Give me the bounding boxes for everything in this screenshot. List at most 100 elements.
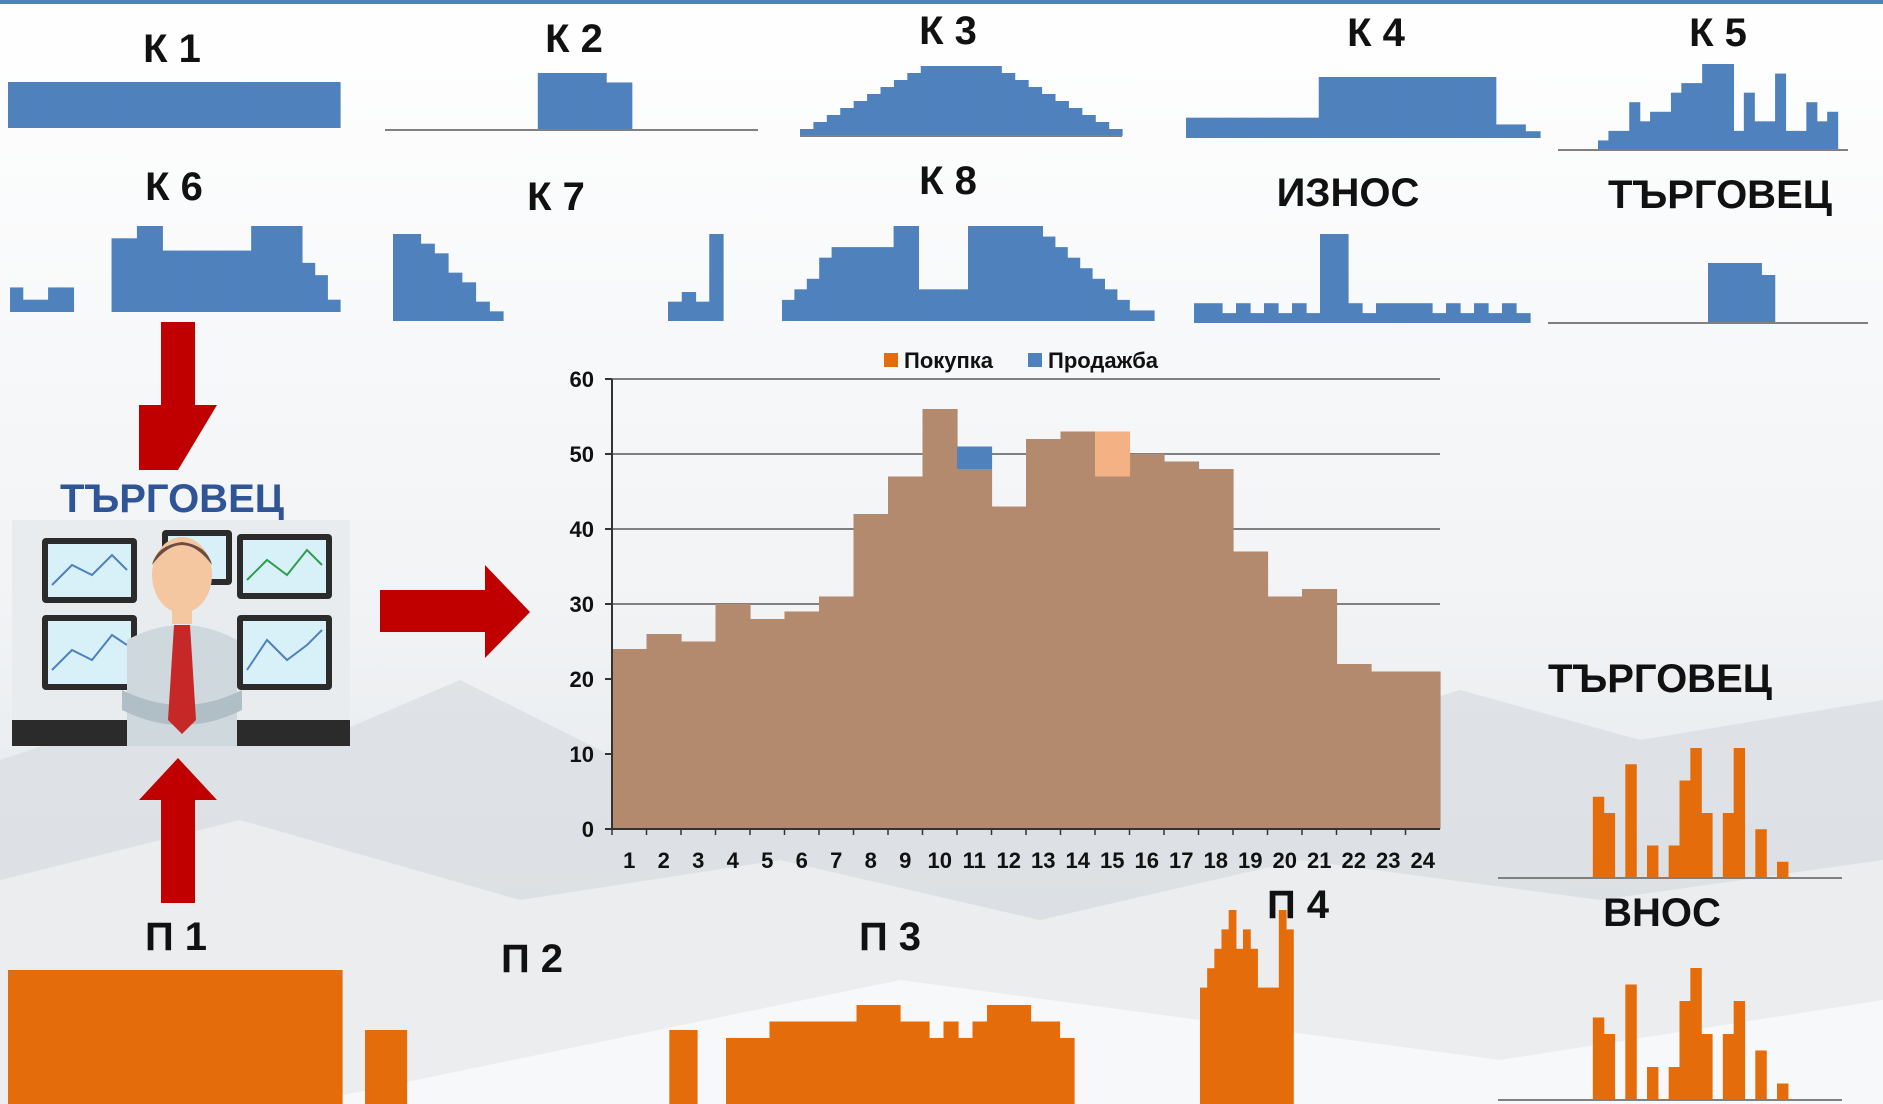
consumer-profile-7: К 8 bbox=[782, 159, 1155, 321]
producer-label-2: П 3 bbox=[859, 915, 921, 959]
consumer-bar-4-4 bbox=[1639, 121, 1651, 150]
consumer-bar-7-13 bbox=[943, 289, 957, 321]
producer-label-4: ТЪРГОВЕЦ bbox=[1548, 657, 1772, 701]
consumer-bar-3-3 bbox=[1230, 117, 1246, 138]
consumer-bar-5-11 bbox=[149, 226, 163, 312]
consumer-bar-4-14 bbox=[1743, 92, 1755, 150]
producer-label-3: П 4 bbox=[1267, 883, 1330, 927]
consumer-bar-4-16 bbox=[1764, 121, 1776, 150]
bar-overlap-8 bbox=[888, 476, 924, 829]
consumer-bar-1-15 bbox=[606, 82, 616, 130]
bar-overlap-23 bbox=[1405, 671, 1441, 829]
producer-bar-0-12 bbox=[175, 970, 190, 1104]
bar-overlap-9 bbox=[922, 409, 958, 829]
consumer-bar-8-14 bbox=[1390, 303, 1405, 323]
consumer-bar-5-20 bbox=[263, 226, 278, 312]
producer-bar-0-21 bbox=[300, 970, 315, 1104]
consumer-bar-3-6 bbox=[1274, 117, 1290, 138]
x-tick-label-6: 7 bbox=[830, 848, 842, 873]
consumer-bar-7-8 bbox=[881, 247, 895, 321]
consumer-bar-6-22 bbox=[695, 301, 710, 321]
consumer-bar-1-16 bbox=[614, 82, 624, 130]
producer-profile-4: ТЪРГОВЕЦ bbox=[1498, 657, 1842, 879]
consumer-bar-4-20 bbox=[1806, 102, 1818, 150]
producer-bar-3-3 bbox=[1221, 929, 1230, 1104]
consumer-bar-0-18 bbox=[257, 82, 272, 128]
producer-bar-1-0 bbox=[365, 1030, 380, 1104]
producer-label-5: ВНОС bbox=[1603, 891, 1721, 935]
consumer-bar-1-13 bbox=[589, 73, 599, 130]
producer-bar-4-8 bbox=[1668, 845, 1681, 878]
producer-bar-2-8 bbox=[842, 1021, 858, 1104]
consumer-bar-5-18 bbox=[238, 250, 252, 312]
consumer-bar-5-8 bbox=[111, 238, 125, 312]
consumer-bar-0-5 bbox=[77, 82, 92, 128]
consumer-bar-0-11 bbox=[160, 82, 175, 128]
y-tick-label-1: 10 bbox=[570, 742, 594, 767]
x-tick-label-12: 13 bbox=[1031, 848, 1055, 873]
consumer-bar-1-11 bbox=[571, 73, 582, 130]
arrow-up-icon bbox=[139, 758, 217, 903]
bar-overlap-2 bbox=[681, 641, 717, 829]
x-tick-label-9: 10 bbox=[928, 848, 952, 873]
consumer-bar-6-3 bbox=[434, 253, 449, 321]
producer-bar-3-11 bbox=[1278, 910, 1287, 1104]
consumer-bar-0-9 bbox=[132, 82, 147, 128]
consumer-bar-2-0 bbox=[800, 129, 815, 136]
consumer-bar-8-7 bbox=[1292, 303, 1307, 323]
trader-illustration bbox=[12, 520, 350, 746]
producer-bar-0-5 bbox=[77, 970, 93, 1104]
consumer-bar-3-10 bbox=[1333, 77, 1349, 138]
bar-overlap-20 bbox=[1302, 589, 1338, 829]
consumer-bar-6-5 bbox=[461, 282, 477, 321]
y-tick-label-2: 20 bbox=[570, 667, 594, 692]
consumer-bar-2-18 bbox=[1041, 94, 1056, 136]
consumer-bar-7-1 bbox=[794, 289, 808, 321]
producer-bar-5-13 bbox=[1722, 1034, 1735, 1100]
consumer-bar-3-4 bbox=[1245, 117, 1261, 138]
consumer-bar-7-15 bbox=[968, 226, 981, 321]
consumer-bar-5-4 bbox=[60, 287, 75, 312]
producer-bar-0-8 bbox=[119, 970, 134, 1104]
bar-overlap-11 bbox=[991, 506, 1027, 829]
producer-bar-0-0 bbox=[8, 970, 23, 1104]
consumer-bar-2-2 bbox=[826, 115, 841, 136]
producer-bar-5-9 bbox=[1679, 1001, 1691, 1100]
producer-profile-0: П 1 bbox=[8, 915, 343, 1104]
producer-bar-2-3 bbox=[769, 1021, 785, 1104]
producer-bar-2-18 bbox=[987, 1005, 1003, 1104]
legend-label-buy: Покупка bbox=[904, 348, 994, 373]
bar-buy-excess-14 bbox=[1095, 431, 1131, 477]
x-tick-label-1: 2 bbox=[658, 848, 670, 873]
consumer-bar-0-10 bbox=[146, 82, 161, 128]
x-tick-label-0: 1 bbox=[623, 848, 635, 873]
consumer-bar-5-12 bbox=[162, 250, 176, 312]
consumer-bar-0-0 bbox=[8, 82, 23, 128]
consumer-bar-0-12 bbox=[174, 82, 189, 128]
consumer-bar-3-15 bbox=[1407, 77, 1423, 138]
consumer-bar-0-20 bbox=[284, 82, 300, 128]
producer-bar-2-9 bbox=[856, 1005, 872, 1104]
consumer-bar-4-3 bbox=[1629, 102, 1641, 150]
consumer-bar-3-21 bbox=[1495, 124, 1512, 138]
consumer-bar-4-17 bbox=[1775, 73, 1787, 150]
consumer-bar-9-14 bbox=[1734, 263, 1749, 323]
consumer-bar-3-19 bbox=[1466, 77, 1482, 138]
x-tick-label-17: 18 bbox=[1204, 848, 1228, 873]
producer-bar-2-14 bbox=[929, 1038, 945, 1104]
chart-legend: Покупка Продажба bbox=[884, 348, 1159, 373]
consumer-profiles: К 1 К 2 К 3 К 4 К 5 К 6 К 7 К 8 ИЗНОС ТЪРГОВЕЦ bbox=[8, 9, 1868, 324]
consumer-bar-1-8 bbox=[546, 73, 556, 130]
producer-bar-4-2 bbox=[1603, 813, 1616, 878]
consumer-bar-2-6 bbox=[880, 87, 895, 136]
bar-sell-excess-10 bbox=[957, 446, 993, 469]
consumer-bar-1-7 bbox=[537, 73, 547, 130]
x-tick-label-22: 23 bbox=[1376, 848, 1400, 873]
bar-overlap-22 bbox=[1371, 671, 1407, 829]
consumer-bar-8-17 bbox=[1432, 313, 1447, 323]
consumer-bar-8-6 bbox=[1278, 313, 1293, 323]
bar-overlap-6 bbox=[819, 596, 855, 829]
producer-bar-5-2 bbox=[1603, 1034, 1616, 1100]
bar-overlap-17 bbox=[1198, 469, 1234, 829]
